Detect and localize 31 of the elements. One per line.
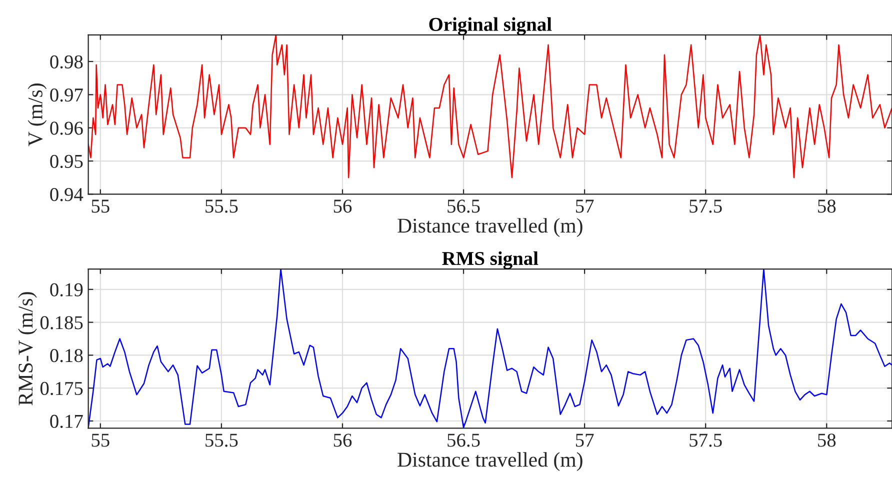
chart-title: RMS signal: [442, 251, 538, 270]
x-tick-label: 57: [576, 434, 594, 447]
y-tick-label: 0.17: [50, 414, 83, 428]
x-tick-label: 56: [334, 200, 352, 213]
y-axis-title: RMS-V (m/s): [18, 292, 37, 406]
y-tick-label: 0.19: [50, 283, 83, 296]
y-axis-title: V (m/s): [28, 84, 47, 146]
x-tick-label: 55.5: [206, 434, 238, 447]
x-tick-label: 58: [818, 434, 836, 447]
y-tick-label: 0.95: [50, 154, 83, 168]
chart-title: Original signal: [429, 17, 552, 36]
x-tick-label: 55.5: [206, 200, 238, 213]
x-tick-label: 58: [818, 200, 836, 213]
y-tick-label: 0.185: [40, 316, 83, 330]
y-tick-label: 0.94: [50, 188, 84, 202]
x-tick-label: 55: [92, 200, 110, 213]
x-axis-title: Distance travelled (m): [398, 452, 582, 472]
x-tick-label: 57: [576, 200, 594, 213]
x-tick-label: 55: [92, 434, 110, 447]
y-tick-label: 0.96: [50, 122, 83, 135]
x-tick-label: 56: [334, 434, 352, 447]
y-tick-label: 0.175: [40, 382, 83, 396]
x-tick-label: 57.5: [690, 434, 722, 447]
x-tick-label: 57.5: [690, 200, 722, 213]
y-tick-label: 0.98: [50, 55, 83, 69]
line-series: [88, 269, 892, 428]
x-tick-label: 56.5: [448, 434, 480, 447]
x-axis-title: Distance travelled (m): [398, 218, 582, 237]
x-tick-label: 56.5: [448, 200, 480, 213]
y-tick-label: 0.18: [50, 349, 83, 362]
y-tick-label: 0.97: [50, 88, 83, 102]
